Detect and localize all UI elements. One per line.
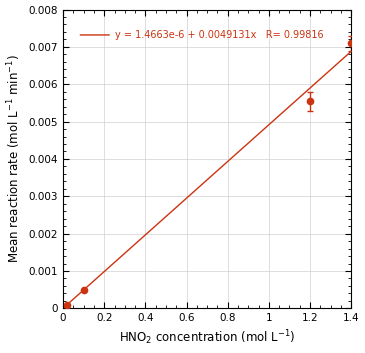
- Y-axis label: Mean reaction rate (mol L$^{-1}$ min$^{-1}$): Mean reaction rate (mol L$^{-1}$ min$^{-…: [5, 55, 23, 263]
- X-axis label: HNO$_2$ concentration (mol L$^{-1}$): HNO$_2$ concentration (mol L$^{-1}$): [119, 329, 295, 347]
- Text: y = 1.4663e-6 + 0.0049131x   R= 0.99816: y = 1.4663e-6 + 0.0049131x R= 0.99816: [115, 30, 323, 40]
